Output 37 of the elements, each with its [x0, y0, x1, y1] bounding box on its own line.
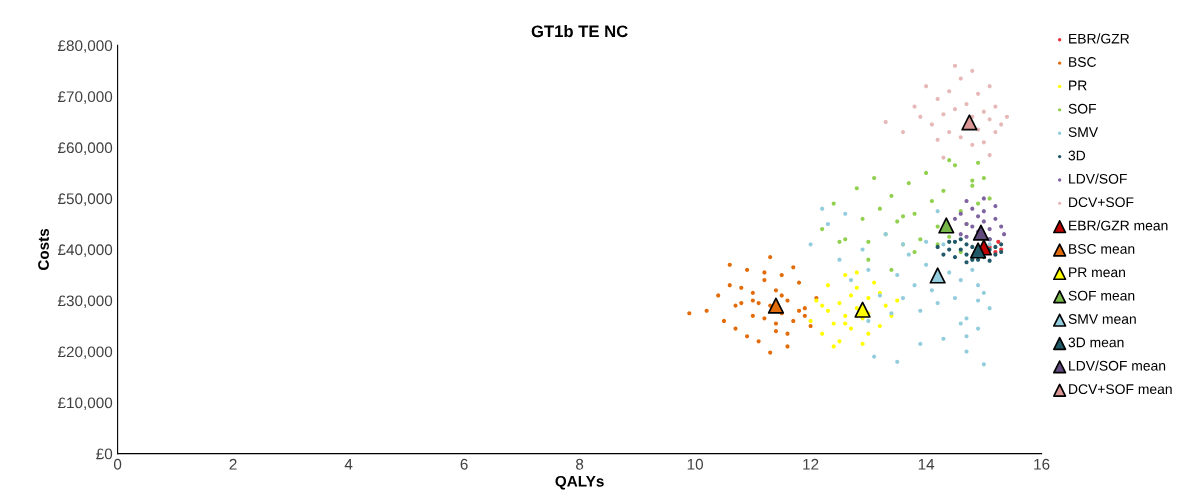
x-tick-label: 14 — [918, 459, 935, 470]
x-axis-title: QALYs — [555, 475, 604, 490]
x-tick-label: 8 — [576, 458, 584, 470]
y-tick-label: £10,000 — [57, 397, 113, 411]
x-tick-label: 4 — [344, 459, 353, 470]
legend-label: PR mean — [1069, 267, 1125, 278]
y-tick-label: £30,000 — [57, 295, 113, 308]
legend-label: 3D mean — [1068, 337, 1124, 348]
x-tick-label: 2 — [229, 458, 237, 470]
x-tick-label: 6 — [460, 458, 468, 470]
legend-label: SOF — [1068, 103, 1096, 114]
y-tick-label: £80,000 — [57, 40, 113, 53]
legend-label: DCV+SOF mean — [1069, 384, 1172, 395]
x-tick-label: 0 — [113, 458, 122, 470]
legend-label: SMV — [1068, 127, 1099, 138]
y-tick-label: £0 — [96, 448, 113, 460]
y-axis-title: Costs — [38, 228, 49, 271]
legend-label: BSC mean — [1069, 244, 1135, 254]
x-tick-label: 12 — [803, 458, 819, 470]
legend-label: LDV/SOF mean — [1069, 360, 1166, 371]
y-tick-label: £40,000 — [57, 244, 113, 257]
legend-label: BSC — [1069, 57, 1097, 67]
x-tick-label: 10 — [687, 458, 703, 470]
legend-label: EBR/GZR mean — [1069, 220, 1168, 231]
chart-title: GT1b TE NC — [531, 24, 628, 38]
legend-label: 3D — [1068, 150, 1086, 161]
x-tick-label: 16 — [1034, 458, 1050, 470]
legend-label: SMV mean — [1068, 314, 1136, 324]
y-tick-label: £50,000 — [57, 193, 113, 206]
y-tick-label: £60,000 — [57, 142, 113, 155]
y-tick-label: £20,000 — [57, 346, 113, 360]
legend-label: EBR/GZR — [1069, 33, 1130, 44]
y-tick-label: £70,000 — [57, 91, 113, 104]
legend-label: LDV/SOF — [1069, 173, 1127, 184]
legend-label: PR — [1069, 80, 1087, 91]
legend-label: SOF mean — [1068, 290, 1135, 301]
legend-label: DCV+SOF — [1069, 197, 1134, 208]
